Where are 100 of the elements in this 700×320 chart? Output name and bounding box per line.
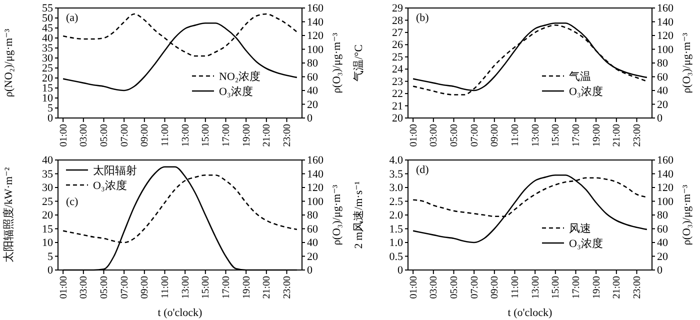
- y2-tick-label: 40: [657, 237, 668, 250]
- y-tick-label: 10: [42, 237, 54, 250]
- x-tick-label: 21:00: [612, 124, 623, 147]
- x-tick-label: 07:00: [469, 276, 480, 299]
- x-tick-label: 11:00: [510, 124, 521, 146]
- y-tick-label: 30: [42, 52, 54, 65]
- x-tick-label: 23:00: [632, 276, 643, 299]
- y-tick-label: 3.0: [389, 182, 404, 194]
- x-tick-label: 09:00: [140, 124, 151, 147]
- x-tick-label: 23:00: [632, 124, 643, 147]
- y2-tick-label: 20: [307, 98, 318, 111]
- y2-tick-label: 160: [657, 2, 674, 15]
- y-axis-title: 2 m风速/m·s⁻¹: [352, 181, 365, 249]
- y2-tick-label: 20: [307, 250, 318, 263]
- y2-tick-label: 0: [657, 112, 663, 125]
- x-tick-label: 19:00: [591, 124, 602, 147]
- y-tick-label: 20: [42, 72, 54, 85]
- y-tick-label: 4.0: [389, 154, 404, 167]
- x-tick-label: 19:00: [241, 276, 252, 299]
- y2-tick-label: 160: [307, 154, 324, 167]
- y-tick-label: 55: [42, 2, 54, 15]
- y-tick-label: 25: [42, 196, 54, 208]
- y2-axis-title: ρ(O₃)/μg·m⁻³: [331, 184, 343, 246]
- annotation: (c): [66, 196, 79, 208]
- annotation: (b): [416, 12, 430, 24]
- x-tick-label: 01:00: [58, 276, 70, 299]
- y-tick-label: 24: [392, 64, 404, 76]
- legend-label: 太阳辐射: [93, 164, 137, 177]
- x-tick-label: 01:00: [58, 124, 70, 147]
- legend-label: O₃浓度: [219, 84, 253, 98]
- x-tick-label: 21:00: [612, 276, 623, 299]
- x-tick-label: 03:00: [428, 124, 440, 147]
- y2-tick-label: 60: [657, 71, 668, 84]
- y-axis-title: 气温/°C: [353, 44, 365, 82]
- y-tick-label: 1.0: [389, 237, 404, 250]
- x-tick-label: 15:00: [200, 276, 212, 299]
- y-axis-title: ρ(NO₂)/μg·m⁻³: [3, 28, 15, 98]
- y2-tick-label: 20: [657, 250, 668, 263]
- x-tick-label: 11:00: [160, 124, 171, 146]
- y-tick-label: 20: [42, 210, 54, 222]
- y2-tick-label: 100: [657, 196, 674, 208]
- y-tick-label: 27: [392, 26, 404, 39]
- y-tick-label: 0.5: [389, 250, 404, 263]
- x-tick-label: 17:00: [220, 276, 232, 299]
- y2-tick-label: 120: [307, 182, 324, 194]
- x-tick-label: 17:00: [570, 124, 582, 147]
- y2-tick-label: 80: [657, 210, 668, 222]
- y-tick-label: 2.0: [389, 210, 404, 222]
- x-tick-label: 09:00: [490, 276, 501, 299]
- y2-tick-label: 140: [657, 16, 674, 28]
- y-tick-label: 15: [42, 82, 54, 95]
- y-tick-label: 35: [42, 42, 54, 55]
- y2-tick-label: 80: [657, 58, 668, 70]
- x-tick-label: 07:00: [119, 124, 130, 147]
- x-tick-label: 05:00: [98, 124, 110, 147]
- y2-tick-label: 120: [307, 30, 324, 42]
- legend-label: O₃浓度: [569, 236, 603, 250]
- y2-tick-label: 40: [307, 85, 318, 98]
- y2-tick-label: 0: [307, 112, 313, 125]
- x-tick-label: 15:00: [550, 276, 562, 299]
- y-tick-label: 28: [392, 14, 404, 27]
- x-tick-label: 01:00: [408, 276, 420, 299]
- x-tick-label: 09:00: [490, 124, 501, 147]
- x-tick-label: 07:00: [469, 124, 480, 147]
- y-tick-label: 5: [48, 102, 54, 115]
- y-tick-label: 3.5: [389, 168, 404, 180]
- y-tick-label: 0: [398, 264, 404, 277]
- y-tick-label: 20: [392, 112, 404, 125]
- y2-tick-label: 60: [307, 223, 318, 236]
- x-axis-title: t (o'clock): [158, 307, 203, 319]
- x-tick-label: 17:00: [220, 124, 232, 147]
- y-tick-label: 29: [392, 2, 404, 15]
- y-tick-label: 2.5: [389, 196, 404, 208]
- annotation: (a): [66, 12, 79, 24]
- y-tick-label: 15: [42, 223, 54, 236]
- x-tick-label: 01:00: [408, 124, 420, 147]
- y-axis-title: 太阳辐照度/kW·m⁻²: [2, 166, 15, 263]
- y2-tick-label: 140: [657, 168, 674, 180]
- x-tick-label: 05:00: [448, 276, 460, 299]
- legend-label: 风速: [569, 222, 591, 235]
- y-tick-label: 35: [42, 168, 54, 180]
- y-tick-label: 25: [392, 51, 404, 64]
- x-tick-label: 23:00: [282, 124, 293, 147]
- y2-tick-label: 120: [657, 30, 674, 42]
- y-tick-label: 40: [42, 154, 54, 167]
- y-tick-label: 40: [42, 32, 54, 45]
- x-tick-label: 03:00: [78, 124, 90, 147]
- y2-tick-label: 60: [307, 71, 318, 84]
- y-tick-label: 30: [42, 182, 54, 194]
- x-tick-label: 05:00: [98, 276, 110, 299]
- legend-label: O₃浓度: [569, 84, 603, 98]
- y-tick-label: 23: [392, 76, 404, 88]
- x-tick-label: 19:00: [591, 276, 602, 299]
- y2-tick-label: 140: [307, 16, 324, 28]
- y2-tick-label: 80: [307, 210, 318, 222]
- y-tick-label: 0: [48, 264, 54, 277]
- y-tick-label: 26: [392, 39, 404, 52]
- x-tick-label: 13:00: [530, 276, 542, 299]
- annotation: (d): [416, 164, 430, 176]
- y2-tick-label: 80: [307, 58, 318, 70]
